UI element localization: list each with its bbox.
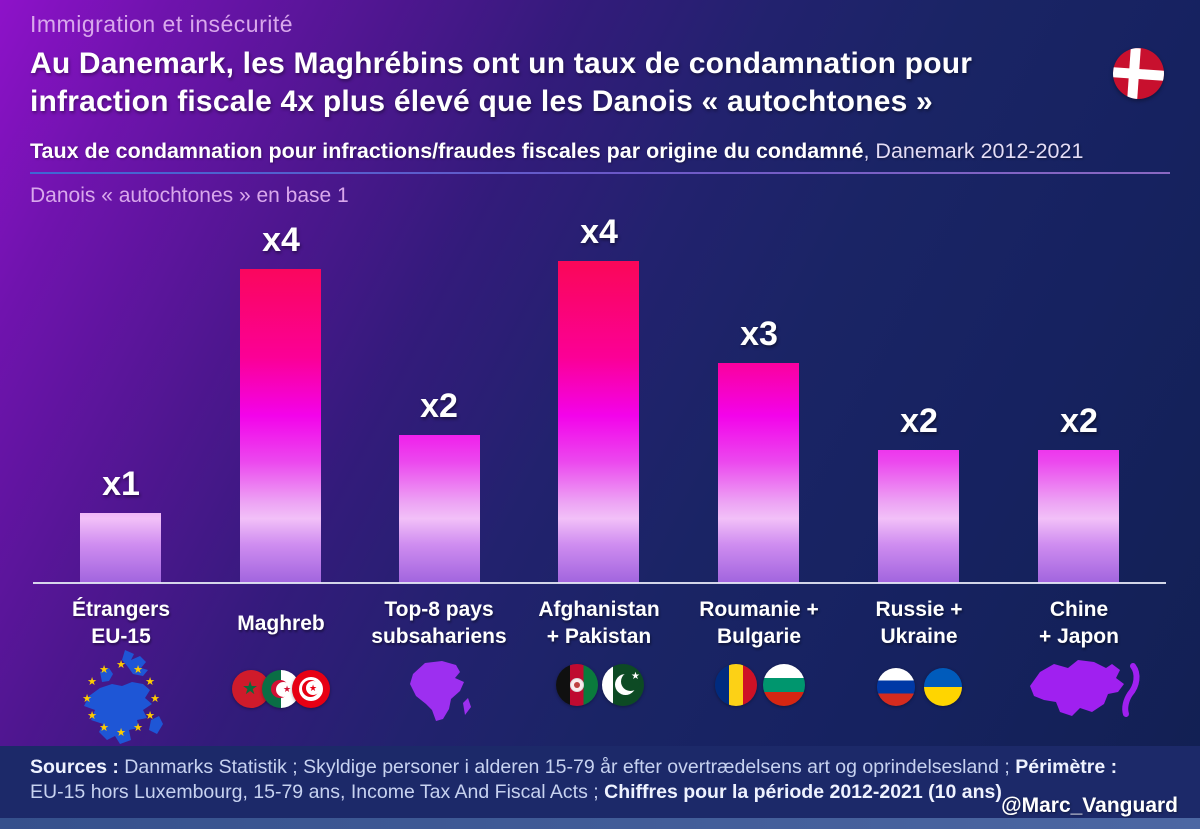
svg-text:★: ★ [150, 692, 160, 705]
category-top8-subsahariens: Top-8 pays subsahariens [354, 594, 524, 652]
category-line: EU-15 [91, 625, 151, 648]
category-etrangers-eu15: Étrangers EU-15 [36, 594, 206, 652]
china-japan-map-icon [1030, 660, 1140, 717]
bulgaria-flag-icon [763, 664, 805, 706]
category-line: + Pakistan [546, 625, 652, 648]
value-label-chine: x2 [1060, 402, 1098, 440]
bar-maghreb [240, 269, 321, 583]
svg-text:★: ★ [99, 663, 109, 676]
kicker-text: Immigration et insécurité [30, 11, 294, 37]
value-label-roumanie: x3 [740, 315, 778, 353]
category-line: + Japon [1039, 625, 1119, 648]
svg-text:★: ★ [87, 709, 97, 722]
author-handle: @Marc_Vanguard [1001, 794, 1178, 817]
base-note: Danois « autochtones » en base 1 [30, 184, 349, 207]
perimetre-text: EU-15 hors Luxembourg, 15-79 ans, Income… [30, 781, 605, 803]
bar-chine-japon [1038, 450, 1119, 583]
category-chine-japon: Chine + Japon [994, 594, 1164, 652]
divider-line [30, 172, 1170, 174]
page-title: Au Danemark, les Maghrébins ont un taux … [30, 45, 1090, 121]
denmark-flag-icon [1113, 48, 1164, 99]
x-axis-line [33, 582, 1166, 584]
subtitle-regular: , Danemark 2012-2021 [863, 139, 1084, 163]
svg-text:★: ★ [87, 675, 97, 688]
category-maghreb: Maghreb [196, 594, 366, 652]
title-line-1: Au Danemark, les Maghrébins ont un taux … [30, 47, 973, 80]
category-line: Russie + [875, 598, 963, 621]
svg-text:★: ★ [133, 721, 143, 734]
chart-subtitle: Taux de condamnation pour infractions/fr… [30, 139, 1170, 164]
value-label-subsahariens: x2 [420, 387, 458, 425]
ukraine-flag-icon [924, 668, 962, 706]
category-line: Maghreb [237, 611, 325, 635]
africa-map-icon [410, 661, 471, 721]
category-line: Afghanistan [538, 598, 660, 621]
bottom-strip [0, 818, 1200, 829]
pakistan-flag-icon: ★ [602, 664, 644, 706]
category-line: Ukraine [880, 625, 958, 648]
denmark-flag-cross-horizontal [1113, 67, 1164, 81]
subtitle-bold: Taux de condamnation pour infractions/fr… [30, 139, 864, 163]
romania-bulgaria-flags [715, 664, 805, 706]
svg-text:★: ★ [145, 709, 155, 722]
russia-ukraine-flags [877, 668, 962, 706]
afghanistan-flag-icon [556, 664, 598, 706]
svg-text:★: ★ [116, 658, 126, 671]
chiffres-text: Chiffres pour la période 2012-2021 (10 a… [604, 781, 1002, 803]
category-roumanie-bulgarie: Roumanie + Bulgarie [674, 594, 844, 652]
perimetre-label: Périmètre : [1015, 756, 1118, 778]
romania-flag-icon [715, 664, 757, 706]
category-line: Étrangers [71, 598, 171, 621]
value-label-russie: x2 [900, 402, 938, 440]
category-line: subsahariens [371, 625, 507, 648]
bar-roumanie-bulgarie [718, 363, 799, 583]
svg-text:★: ★ [145, 675, 155, 688]
svg-text:★: ★ [116, 726, 126, 739]
category-russie-ukraine: Russie + Ukraine [834, 594, 1004, 652]
footer-panel [0, 746, 1200, 818]
title-line-2: infraction fiscale 4x plus élevé que les… [30, 85, 933, 118]
maghreb-flags: ★ ★ ★ [232, 670, 330, 708]
afghanistan-pakistan-flags: ★ [556, 664, 644, 706]
tunisia-flag-icon: ★ [292, 670, 330, 708]
value-label-etrangers: x1 [102, 465, 140, 503]
category-afghanistan-pakistan: Afghanistan + Pakistan [514, 594, 684, 652]
sources-text: Danmarks Statistik ; Skyldige personer i… [118, 756, 1016, 778]
category-line: Bulgarie [716, 625, 802, 648]
russia-flag-icon [877, 668, 915, 706]
eu-map-icon: ★ ★★ ★★★ ★★★ ★★★ [82, 650, 163, 744]
svg-text:★: ★ [82, 692, 92, 705]
value-label-afghanistan: x4 [580, 213, 618, 251]
value-label-maghreb: x4 [262, 221, 300, 259]
bar-russie-ukraine [878, 450, 959, 583]
bar-afghanistan-pakistan [558, 261, 639, 583]
svg-text:★: ★ [133, 663, 143, 676]
category-line: Roumanie + [699, 598, 819, 621]
sources-label: Sources : [30, 756, 119, 778]
bar-etrangers-eu15 [80, 513, 161, 583]
svg-text:★: ★ [99, 721, 109, 734]
category-line: Chine [1049, 598, 1109, 621]
category-line: Top-8 pays [384, 598, 494, 621]
bar-top8-subsahariens [399, 435, 480, 583]
footer-sources: Sources : Danmarks Statistik ; Skyldige … [30, 755, 1155, 805]
